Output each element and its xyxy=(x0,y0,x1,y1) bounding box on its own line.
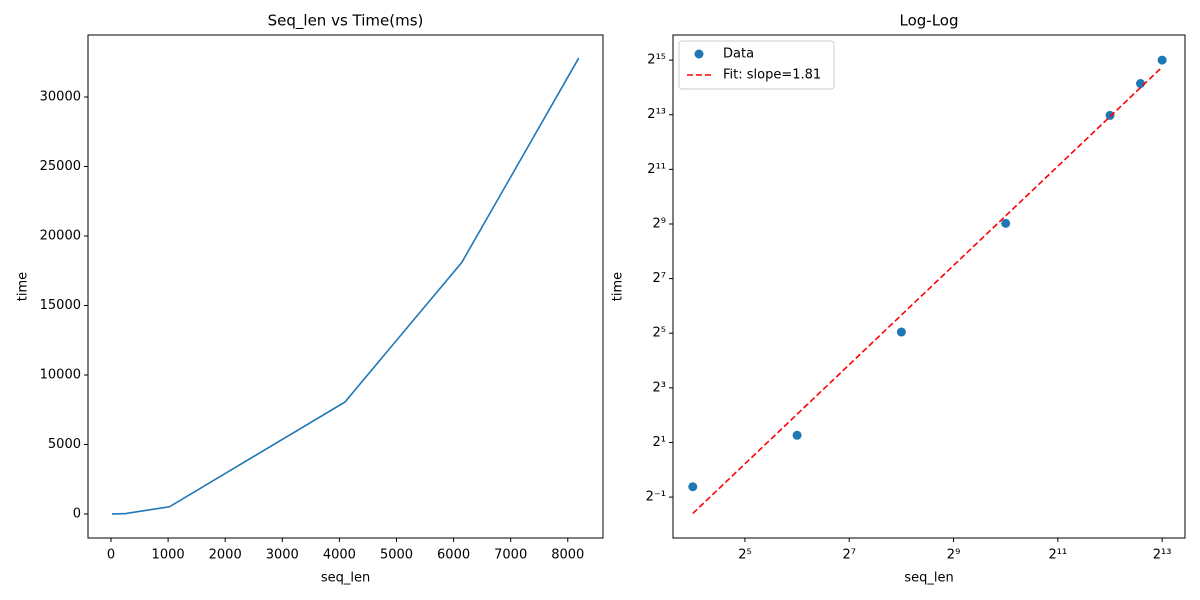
y-tick-label: 2⁻¹ xyxy=(646,490,666,505)
x-axis-label: seq_len xyxy=(321,571,370,586)
chart-title: Log-Log xyxy=(900,12,959,30)
x-tick-label: 2⁷ xyxy=(842,548,855,563)
x-tick-label: 2⁵ xyxy=(738,548,751,563)
x-tick-label: 0 xyxy=(107,548,115,563)
legend-marker xyxy=(694,49,704,59)
x-tick-label: 3000 xyxy=(266,548,299,563)
x-tick-label: 2¹³ xyxy=(1153,548,1172,563)
y-tick-label: 2⁹ xyxy=(653,216,666,231)
legend-box xyxy=(678,40,835,90)
y-tick-label: 2⁷ xyxy=(653,271,666,286)
x-tick-label: 1000 xyxy=(152,548,185,563)
y-tick-label: 2¹¹ xyxy=(647,162,666,177)
y-axis-label: time xyxy=(16,272,31,301)
point xyxy=(1135,79,1145,89)
chart-title: Seq_len vs Time(ms) xyxy=(268,12,424,31)
point xyxy=(896,327,906,337)
y-tick-label: 10000 xyxy=(40,367,81,382)
point xyxy=(1001,218,1011,228)
y-tick-label: 0 xyxy=(73,506,81,521)
line xyxy=(111,57,580,515)
y-tick-label: 2³ xyxy=(653,380,666,395)
y-tick-label: 2¹ xyxy=(653,435,666,450)
y-tick-label: 20000 xyxy=(40,228,81,243)
legend-label: Data xyxy=(723,47,754,62)
x-axis-label: seq_len xyxy=(904,571,953,586)
y-tick-label: 25000 xyxy=(40,159,81,174)
y-tick-label: 2¹³ xyxy=(647,107,666,122)
x-tick-label: 2000 xyxy=(209,548,242,563)
y-tick-label: 2¹⁵ xyxy=(647,53,666,68)
x-tick-label: 2¹¹ xyxy=(1048,548,1067,563)
x-tick-label: 6000 xyxy=(437,548,470,563)
plot-frame xyxy=(87,34,604,539)
y-tick-label: 30000 xyxy=(40,89,81,104)
point xyxy=(792,430,802,440)
point xyxy=(688,482,698,492)
x-tick-label: 4000 xyxy=(323,548,356,563)
point xyxy=(1157,55,1167,65)
x-tick-label: 8000 xyxy=(551,548,584,563)
point xyxy=(1105,110,1115,120)
y-tick-label: 5000 xyxy=(48,437,81,452)
line xyxy=(692,66,1163,515)
x-tick-label: 7000 xyxy=(494,548,527,563)
y-tick-label: 2⁵ xyxy=(653,326,666,341)
legend-label: Fit: slope=1.81 xyxy=(723,68,821,83)
plot-frame xyxy=(672,34,1186,539)
x-tick-label: 5000 xyxy=(380,548,413,563)
y-tick-label: 15000 xyxy=(40,298,81,313)
x-tick-label: 2⁹ xyxy=(947,548,960,563)
y-axis-label: time xyxy=(611,272,626,301)
